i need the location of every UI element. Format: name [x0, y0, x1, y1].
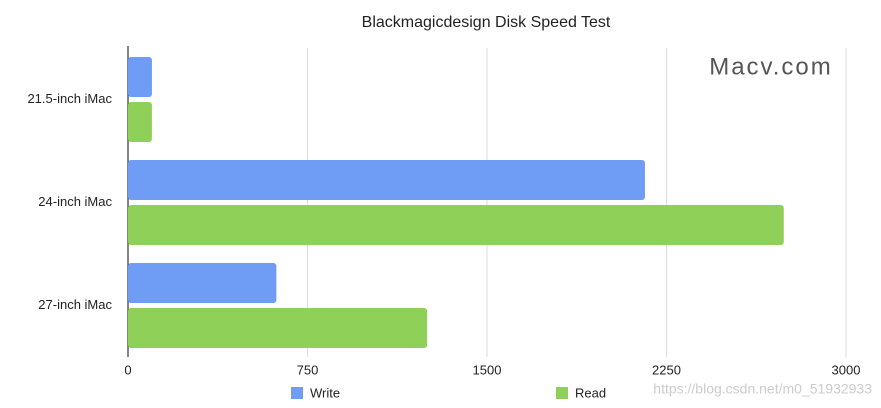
x-tick-label: 3000	[832, 362, 861, 377]
watermark: Macv.com	[709, 53, 833, 80]
chart-title: Blackmagicdesign Disk Speed Test	[362, 14, 611, 31]
bar	[128, 263, 277, 303]
bar	[128, 102, 152, 142]
bar	[128, 160, 645, 200]
y-tick-label: 24-inch iMac	[38, 194, 112, 209]
x-tick-label: 2250	[652, 362, 681, 377]
x-tick-label: 1500	[473, 362, 502, 377]
x-tick-label: 750	[297, 362, 319, 377]
legend-label: Write	[310, 385, 340, 400]
source-url: https://blog.csdn.net/m0_51932933	[653, 381, 872, 397]
y-tick-label: 21.5-inch iMac	[27, 91, 112, 106]
y-tick-label: 27-inch iMac	[38, 297, 112, 312]
legend-swatch	[556, 387, 568, 399]
bar	[128, 308, 428, 348]
x-tick-label: 0	[124, 362, 131, 377]
bar	[128, 57, 152, 97]
legend-label: Read	[575, 385, 606, 400]
bar	[128, 205, 784, 245]
legend-swatch	[291, 387, 303, 399]
